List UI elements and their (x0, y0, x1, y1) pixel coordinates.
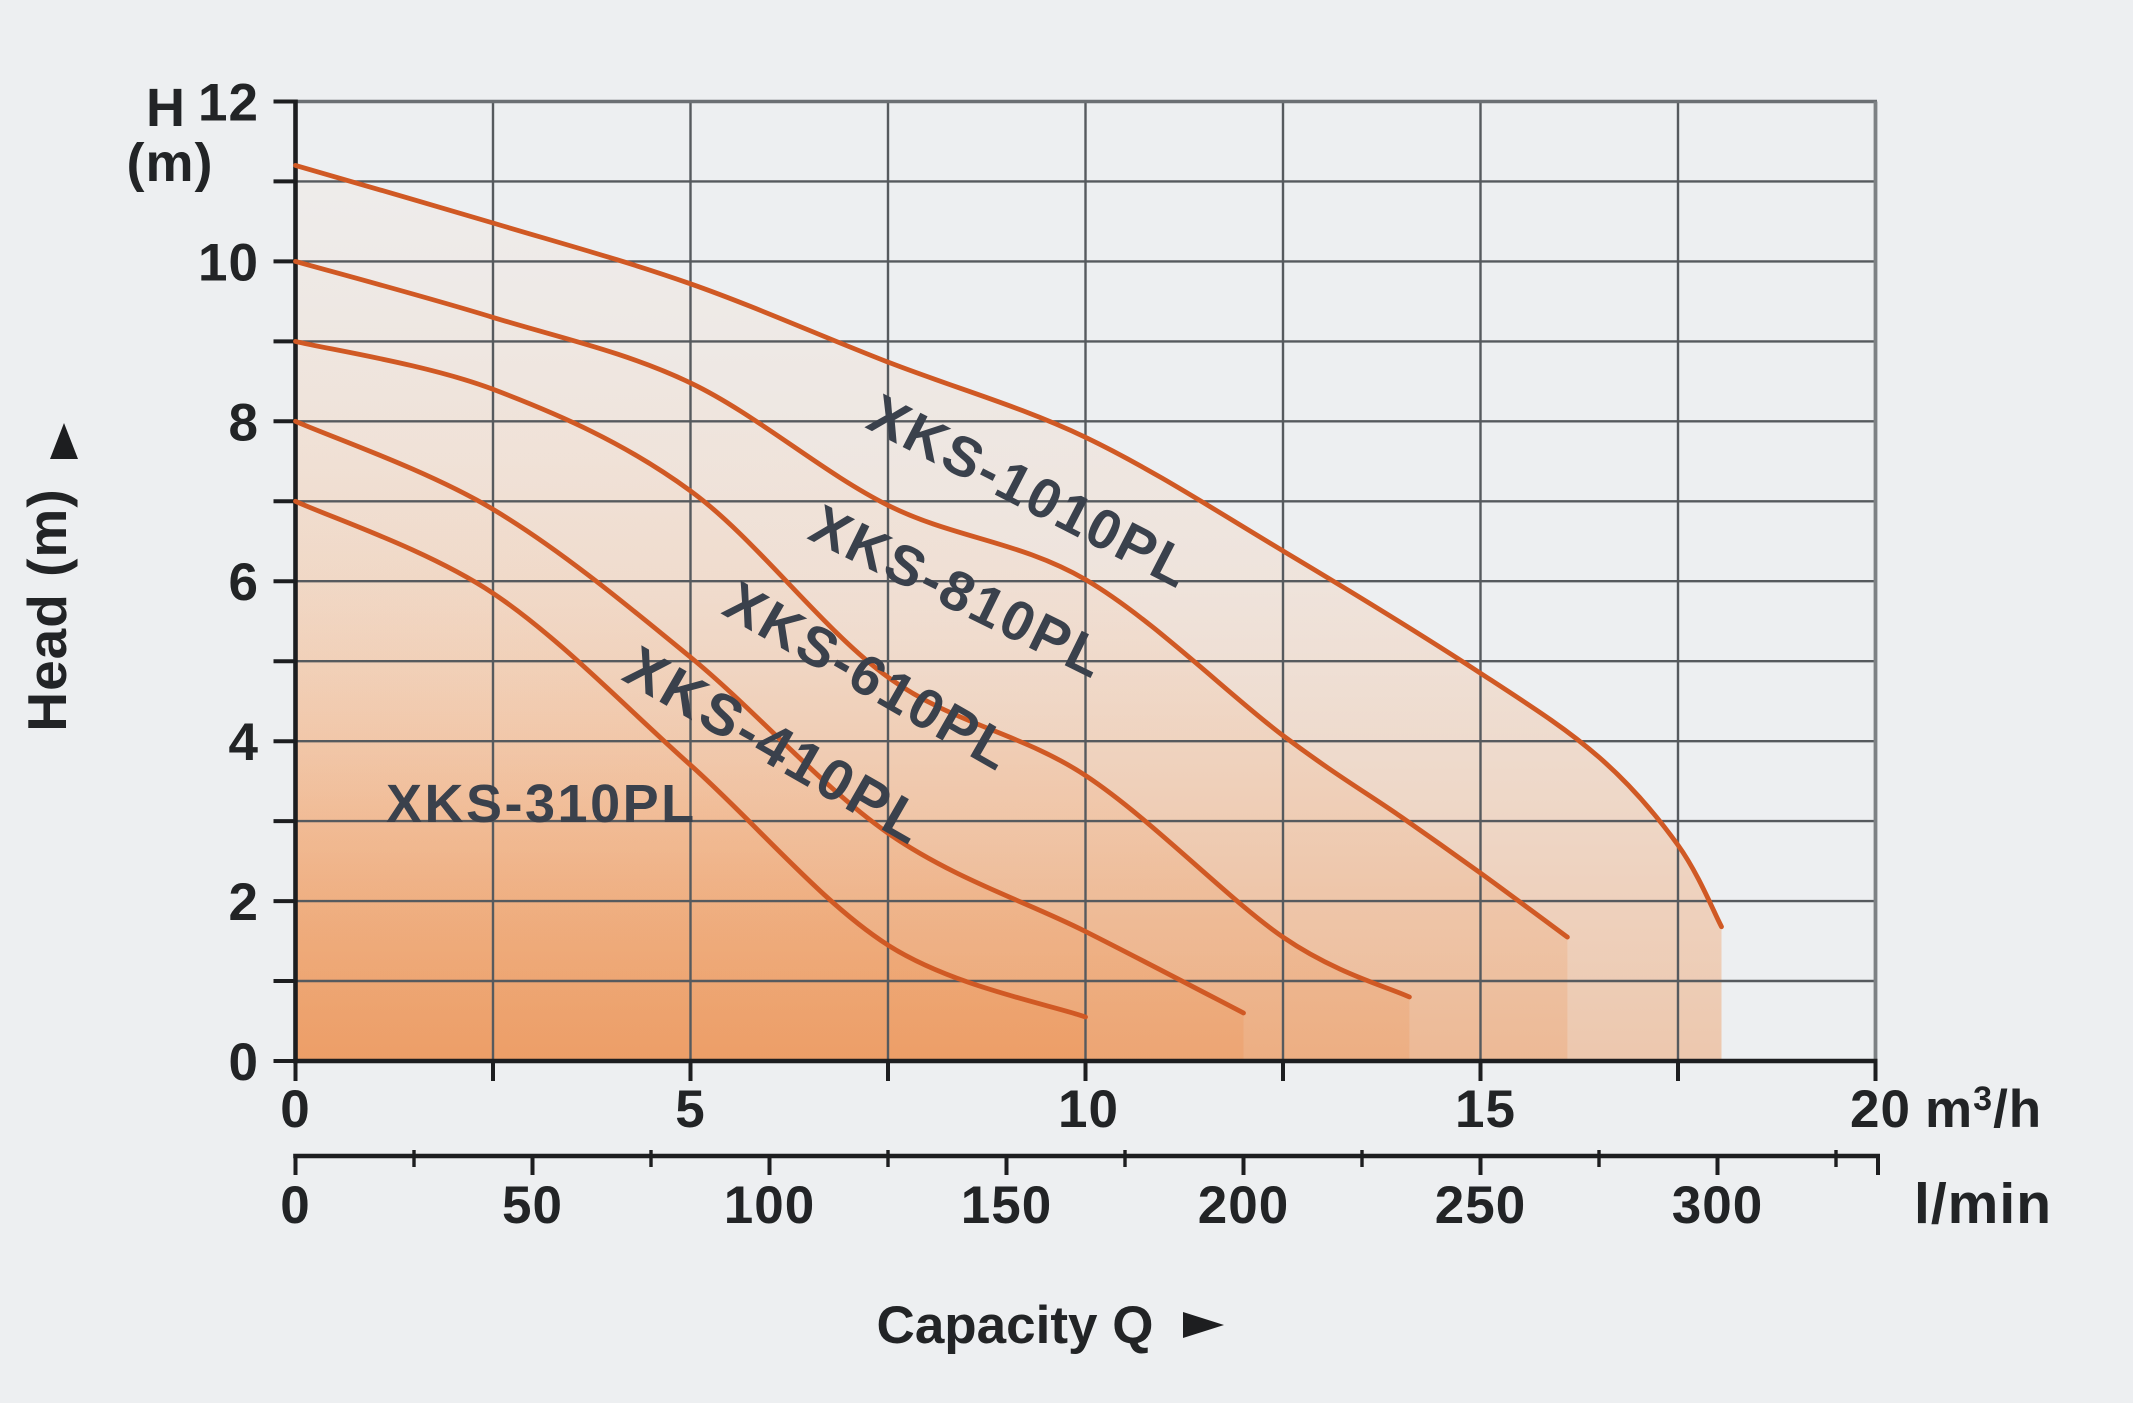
svg-text:300: 300 (1672, 1176, 1763, 1235)
svg-text:Capacity Q: Capacity Q (877, 1296, 1154, 1355)
svg-text:0: 0 (229, 1033, 259, 1092)
svg-text:l/min: l/min (1914, 1172, 2052, 1236)
svg-text:H: H (146, 78, 186, 138)
svg-text:150: 150 (961, 1176, 1052, 1235)
svg-text:XKS-310PL: XKS-310PL (386, 774, 697, 834)
svg-text:250: 250 (1435, 1176, 1526, 1235)
svg-text:100: 100 (724, 1176, 815, 1235)
svg-text:0: 0 (280, 1080, 310, 1139)
svg-text:50: 50 (502, 1176, 563, 1235)
svg-text:12: 12 (198, 74, 259, 133)
svg-text:4: 4 (229, 713, 259, 772)
svg-text:6: 6 (229, 553, 259, 612)
svg-text:15: 15 (1455, 1080, 1516, 1139)
svg-text:5: 5 (675, 1080, 705, 1139)
svg-text:10: 10 (198, 233, 259, 292)
svg-text:2: 2 (229, 873, 259, 932)
svg-text:(m): (m) (127, 133, 214, 193)
svg-text:200: 200 (1198, 1176, 1289, 1235)
svg-text:8: 8 (229, 393, 259, 452)
svg-text:20: 20 (1850, 1080, 1911, 1139)
svg-text:Head (m): Head (m) (16, 488, 78, 731)
svg-text:10: 10 (1058, 1080, 1119, 1139)
svg-text:0: 0 (280, 1176, 310, 1235)
